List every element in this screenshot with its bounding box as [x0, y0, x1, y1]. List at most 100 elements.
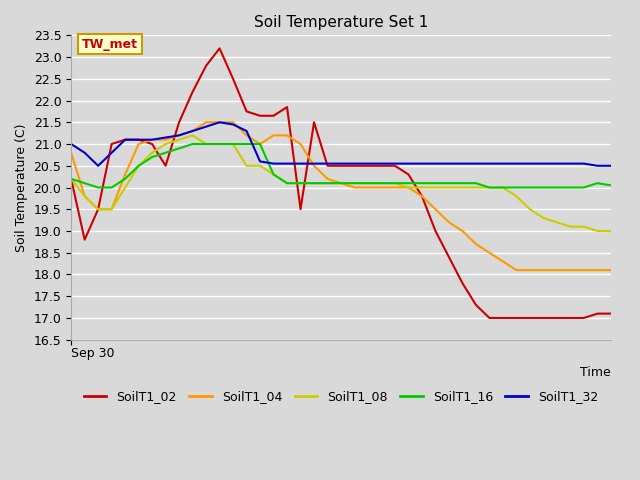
SoilT1_04: [459, 228, 467, 234]
SoilT1_04: [162, 137, 170, 143]
SoilT1_08: [243, 163, 250, 168]
SoilT1_02: [607, 311, 614, 316]
SoilT1_16: [337, 180, 345, 186]
SoilT1_32: [459, 161, 467, 167]
SoilT1_32: [580, 161, 588, 167]
SoilT1_04: [378, 185, 385, 191]
SoilT1_04: [216, 120, 223, 125]
SoilT1_32: [135, 137, 143, 143]
SoilT1_32: [607, 163, 614, 168]
SoilT1_08: [404, 185, 412, 191]
SoilT1_08: [162, 141, 170, 147]
SoilT1_08: [445, 185, 452, 191]
SoilT1_04: [310, 163, 318, 168]
SoilT1_08: [148, 150, 156, 156]
SoilT1_04: [337, 180, 345, 186]
SoilT1_32: [94, 163, 102, 168]
SoilT1_04: [404, 185, 412, 191]
SoilT1_02: [526, 315, 534, 321]
SoilT1_02: [122, 137, 129, 143]
SoilT1_16: [243, 141, 250, 147]
SoilT1_16: [580, 185, 588, 191]
SoilT1_02: [189, 89, 196, 95]
SoilT1_32: [553, 161, 561, 167]
SoilT1_08: [607, 228, 614, 234]
SoilT1_32: [513, 161, 520, 167]
SoilT1_04: [135, 141, 143, 147]
SoilT1_32: [418, 161, 426, 167]
SoilT1_32: [472, 161, 480, 167]
SoilT1_04: [284, 132, 291, 138]
SoilT1_04: [445, 219, 452, 225]
SoilT1_02: [378, 163, 385, 168]
SoilT1_08: [351, 180, 358, 186]
Line: SoilT1_08: SoilT1_08: [71, 135, 611, 231]
SoilT1_16: [256, 141, 264, 147]
SoilT1_08: [499, 185, 507, 191]
SoilT1_02: [175, 120, 183, 125]
Line: SoilT1_02: SoilT1_02: [71, 48, 611, 318]
SoilT1_32: [526, 161, 534, 167]
SoilT1_08: [364, 180, 372, 186]
SoilT1_16: [94, 185, 102, 191]
SoilT1_08: [202, 141, 210, 147]
SoilT1_32: [284, 161, 291, 167]
SoilT1_32: [108, 150, 115, 156]
SoilT1_02: [513, 315, 520, 321]
SoilT1_16: [459, 180, 467, 186]
SoilT1_04: [486, 250, 493, 256]
SoilT1_32: [431, 161, 439, 167]
SoilT1_08: [459, 185, 467, 191]
SoilT1_32: [378, 161, 385, 167]
SoilT1_08: [553, 219, 561, 225]
SoilT1_08: [81, 193, 88, 199]
SoilT1_02: [243, 108, 250, 114]
SoilT1_04: [67, 150, 75, 156]
SoilT1_04: [607, 267, 614, 273]
SoilT1_04: [269, 132, 277, 138]
SoilT1_16: [216, 141, 223, 147]
SoilT1_16: [135, 163, 143, 168]
SoilT1_02: [593, 311, 601, 316]
SoilT1_04: [499, 259, 507, 264]
SoilT1_08: [310, 180, 318, 186]
SoilT1_04: [81, 193, 88, 199]
SoilT1_02: [553, 315, 561, 321]
SoilT1_32: [364, 161, 372, 167]
SoilT1_04: [540, 267, 547, 273]
Text: TW_met: TW_met: [82, 37, 138, 50]
SoilT1_02: [418, 193, 426, 199]
SoilT1_02: [148, 141, 156, 147]
SoilT1_16: [229, 141, 237, 147]
SoilT1_08: [94, 206, 102, 212]
SoilT1_16: [67, 176, 75, 182]
SoilT1_32: [324, 161, 332, 167]
Line: SoilT1_32: SoilT1_32: [71, 122, 611, 166]
SoilT1_16: [148, 154, 156, 160]
X-axis label: Time: Time: [580, 366, 611, 379]
SoilT1_02: [459, 280, 467, 286]
SoilT1_32: [189, 128, 196, 134]
SoilT1_08: [418, 185, 426, 191]
SoilT1_08: [269, 171, 277, 177]
SoilT1_02: [540, 315, 547, 321]
SoilT1_16: [553, 185, 561, 191]
SoilT1_02: [216, 46, 223, 51]
SoilT1_32: [297, 161, 305, 167]
SoilT1_02: [337, 163, 345, 168]
SoilT1_02: [445, 254, 452, 260]
SoilT1_16: [404, 180, 412, 186]
SoilT1_32: [404, 161, 412, 167]
SoilT1_08: [593, 228, 601, 234]
SoilT1_08: [122, 185, 129, 191]
SoilT1_04: [580, 267, 588, 273]
SoilT1_02: [566, 315, 574, 321]
SoilT1_32: [162, 134, 170, 140]
SoilT1_16: [472, 180, 480, 186]
SoilT1_02: [284, 104, 291, 110]
SoilT1_04: [526, 267, 534, 273]
SoilT1_16: [445, 180, 452, 186]
SoilT1_08: [526, 206, 534, 212]
SoilT1_16: [607, 182, 614, 188]
SoilT1_04: [351, 185, 358, 191]
